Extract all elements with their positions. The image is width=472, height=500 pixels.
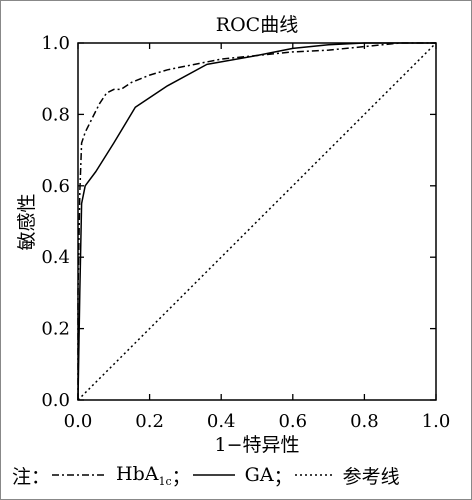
legend-sample-solid — [192, 474, 235, 476]
x-tick-label: 0.4 — [207, 411, 236, 432]
chart-title: ROC曲线 — [216, 14, 298, 36]
y-axis-label: 敏感性 — [16, 193, 38, 250]
legend-separator: ； — [273, 465, 293, 488]
legend-prefix: 注： — [12, 465, 51, 488]
roc-chart: ROC曲线 0.0 0.2 0.4 0.6 0.8 1.0 0.0 0.2 0.4 0.6 0.8 1… — [16, 14, 450, 456]
legend-label-ga: GA — [244, 464, 274, 486]
legend: 注： HbA1c ； GA ； 参考线 — [12, 462, 400, 488]
x-axis-label: 1−特异性 — [214, 434, 299, 456]
series-line-reference — [77, 42, 437, 401]
y-tick-label: 1.0 — [41, 33, 70, 54]
legend-sample-dash-dot — [52, 474, 107, 476]
x-tick-label: 1.0 — [422, 411, 451, 432]
series-layer — [77, 42, 437, 401]
y-tick-label: 0.6 — [41, 176, 70, 197]
y-tick-label: 0.0 — [41, 390, 70, 411]
legend-label-reference: 参考线 — [342, 465, 400, 488]
x-tick-label: 0.2 — [135, 411, 164, 432]
plot-area-frame — [77, 42, 437, 401]
tick-layer: 0.0 0.2 0.4 0.6 0.8 1.0 0.0 0.2 0.4 0.6 0.8 1.0 — [41, 33, 450, 432]
y-tick-label: 0.4 — [41, 247, 70, 268]
y-tick-label: 0.2 — [41, 319, 70, 340]
x-tick-label: 0.0 — [64, 411, 93, 432]
legend-separator: ； — [171, 465, 191, 488]
legend-sample-dotted — [294, 474, 333, 476]
y-tick-label: 0.8 — [41, 104, 70, 125]
x-tick-label: 0.6 — [278, 411, 307, 432]
legend-label-hba1c: HbA1c — [116, 462, 172, 488]
series-line-hba1c — [77, 42, 436, 400]
x-tick-label: 0.8 — [350, 411, 379, 432]
